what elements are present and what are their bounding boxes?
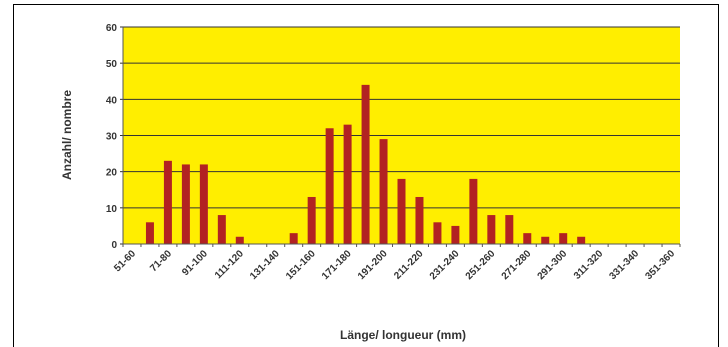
y-tick-labels: 0 10 20 30 40 50 60 bbox=[106, 23, 118, 251]
bar-111-120 bbox=[235, 236, 244, 244]
bar-61-70 bbox=[145, 222, 154, 244]
bar-221-230 bbox=[433, 222, 442, 244]
chart-frame bbox=[13, 4, 719, 347]
x-tick-label: 211-220 bbox=[392, 248, 426, 282]
bar-261-270 bbox=[505, 215, 514, 244]
x-tick-label: 91-100 bbox=[180, 248, 210, 278]
bars bbox=[145, 84, 586, 244]
x-tick-label: 331-340 bbox=[607, 248, 641, 282]
y-tick-label: 40 bbox=[106, 95, 118, 106]
bar-251-260 bbox=[487, 215, 496, 244]
bar-141-150 bbox=[289, 233, 298, 244]
x-tick-label: 231-240 bbox=[428, 248, 462, 282]
bar-181-190 bbox=[361, 84, 370, 244]
x-tick-label: 271-280 bbox=[500, 248, 534, 282]
bar-211-220 bbox=[415, 196, 424, 244]
y-tick-label: 50 bbox=[106, 59, 118, 70]
axes bbox=[120, 26, 681, 247]
y-axis-title: Anzahl/ nombre bbox=[60, 90, 74, 180]
bar-81-90 bbox=[181, 164, 190, 244]
bar-91-100 bbox=[199, 164, 208, 244]
y-tick-label: 10 bbox=[106, 204, 118, 215]
x-tick-label: 171-180 bbox=[320, 248, 354, 282]
x-tick-label: 151-160 bbox=[284, 248, 318, 282]
x-tick-label: 351-360 bbox=[643, 248, 677, 282]
bar-301-310 bbox=[577, 236, 586, 244]
x-tick-labels: 51-60 71-80 91-100 111-120 131-140 151-160 171… bbox=[112, 248, 677, 282]
bar-201-210 bbox=[397, 178, 406, 244]
y-tick-label: 0 bbox=[111, 240, 117, 251]
y-tick-label: 20 bbox=[106, 168, 118, 179]
x-axis-title: Länge/ longueur (mm) bbox=[340, 328, 466, 342]
x-tick-label: 51-60 bbox=[112, 248, 138, 274]
y-tick-label: 30 bbox=[106, 132, 118, 143]
x-tick-label: 71-80 bbox=[148, 248, 174, 274]
bar-191-200 bbox=[379, 139, 388, 244]
x-tick-label: 131-140 bbox=[248, 248, 282, 282]
x-tick-label: 291-300 bbox=[536, 248, 570, 282]
bar-101-110 bbox=[217, 215, 226, 244]
y-tick-label: 60 bbox=[106, 23, 118, 34]
x-tick-label: 191-200 bbox=[356, 248, 390, 282]
bar-281-290 bbox=[541, 236, 550, 244]
bar-171-180 bbox=[343, 124, 352, 244]
bar-231-240 bbox=[451, 225, 460, 244]
x-tick-label: 111-120 bbox=[213, 248, 246, 281]
x-tick-label: 251-260 bbox=[464, 248, 498, 282]
x-tick-label: 311-320 bbox=[572, 248, 606, 282]
bar-161-170 bbox=[325, 128, 334, 244]
bar-241-250 bbox=[469, 178, 478, 244]
bar-271-280 bbox=[523, 233, 532, 244]
bar-71-80 bbox=[163, 160, 172, 244]
bar-291-300 bbox=[559, 233, 568, 244]
bar-151-160 bbox=[307, 196, 316, 244]
